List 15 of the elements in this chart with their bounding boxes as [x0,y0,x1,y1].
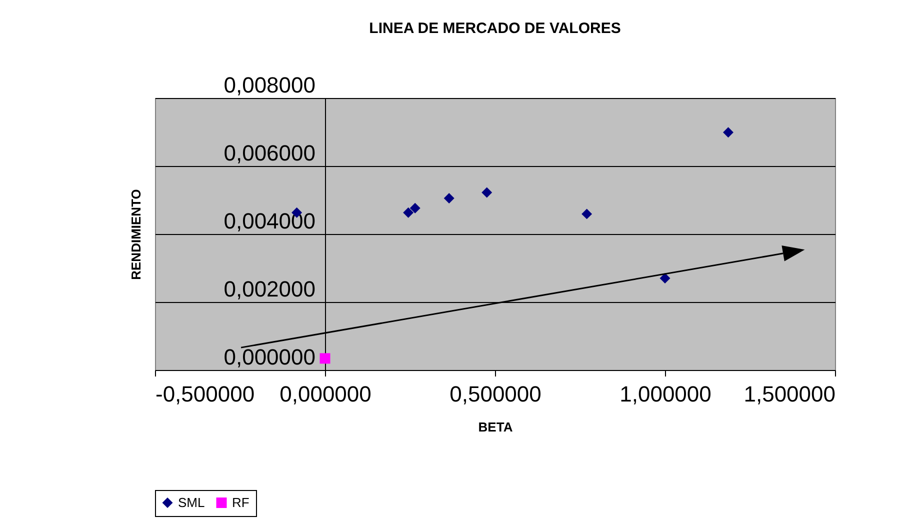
x-tick-label: 0,000000 [280,382,372,406]
legend-label: SML [178,494,205,510]
x-tick-label: -0,500000 [156,382,255,406]
y-tick-label: 0,004000 [224,208,316,234]
x-axis-title: BETA [478,420,514,434]
y-tick-label: 0,006000 [224,140,316,166]
y-tick-label: 0,008000 [224,72,316,98]
y-axis-title: RENDIMIENTO [128,189,144,280]
x-tick-label: 1,000000 [620,382,712,406]
legend-label: RF [232,494,250,510]
x-tick-label: 0,500000 [450,382,542,406]
y-tick-label: 0,000000 [224,344,316,370]
chart-title: LINEA DE MERCADO DE VALORES [369,20,621,37]
x-tick-label: 1,500000 [744,382,836,406]
y-tick-label: 0,002000 [224,276,316,302]
